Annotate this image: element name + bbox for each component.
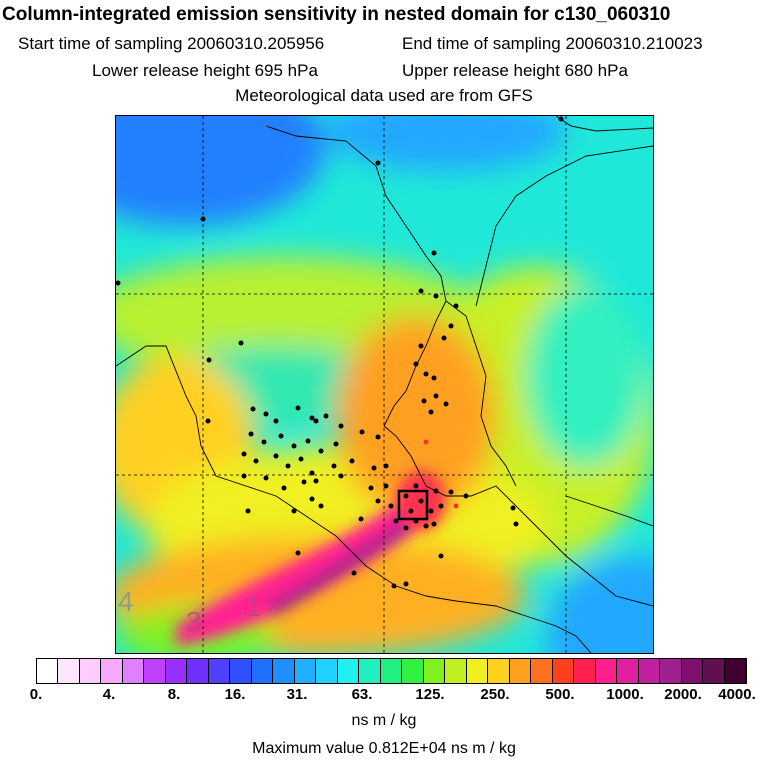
particle-markers [116, 116, 564, 589]
colorbar-cell [724, 659, 746, 683]
colorbar-cell [359, 659, 381, 683]
start-time-label: Start time of sampling [18, 34, 183, 53]
colorbar-cell [165, 659, 188, 683]
colorbar-cell [337, 659, 360, 683]
colorbar-cell [488, 659, 510, 683]
colorbar-tick: 0. [29, 686, 43, 703]
colorbar-cell [251, 659, 274, 683]
lower-height-value: 695 hPa [254, 61, 318, 80]
lower-height-line: Lower release height 695 hPa [92, 61, 318, 81]
colorbar-cell [552, 659, 575, 683]
colorbar-cell [531, 659, 553, 683]
colorbar-cell [79, 659, 102, 683]
max-value: 0.812E+04 ns m / kg [368, 740, 516, 757]
colorbar-tick: 16. [224, 686, 246, 703]
colorbar-tick: 4000. [718, 686, 756, 703]
sensitivity-map: 4 3 1 [115, 115, 654, 654]
colorbar-cell [380, 659, 403, 683]
colorbar-cell [466, 659, 489, 683]
colorbar-tick: 2000. [664, 686, 702, 703]
colorbar-cell [273, 659, 295, 683]
lower-height-label: Lower release height [92, 61, 250, 80]
colorbar-tick: 4. [102, 686, 116, 703]
highlight-marker [453, 503, 459, 509]
colorbar-cell [681, 659, 704, 683]
map-label-4: 4 [118, 586, 134, 617]
colorbar-cell [316, 659, 338, 683]
max-value-label: Maximum value [252, 740, 365, 757]
colorbar-cell [122, 659, 145, 683]
end-time-label: End time of sampling [402, 34, 561, 53]
map-label-3: 3 [186, 606, 202, 637]
colorbar [36, 658, 747, 684]
colorbar-cell [187, 659, 209, 683]
colorbar-tick: 1000. [606, 686, 644, 703]
colorbar-cell [58, 659, 80, 683]
release-box [397, 489, 429, 521]
field-orange-center [336, 316, 496, 516]
field-low-n [326, 116, 566, 171]
chart-title: Column-integrated emission sensitivity i… [2, 4, 671, 25]
colorbar-cell [595, 659, 618, 683]
start-time-value: 20060310.205956 [187, 34, 325, 53]
upper-height-line: Upper release height 680 hPa [402, 61, 628, 81]
colorbar-cell [617, 659, 639, 683]
max-value-line: Maximum value 0.812E+04 ns m / kg [0, 740, 768, 758]
field-east-teal [526, 286, 646, 466]
colorbar-units: ns m / kg [351, 712, 417, 729]
colorbar-cell [423, 659, 446, 683]
colorbar-cell [638, 659, 661, 683]
plume-core [266, 509, 426, 616]
colorbar-cell [703, 659, 725, 683]
colorbar-cell [37, 659, 59, 683]
start-time-line: Start time of sampling 20060310.205956 [18, 34, 324, 54]
map-svg: 4 3 1 [116, 116, 653, 653]
met-data-line: Meteorological data used are from GFS [235, 86, 533, 105]
colorbar-tick: 250. [480, 686, 510, 703]
colorbar-cell [509, 659, 532, 683]
end-time-value: 20060310.210023 [565, 34, 703, 53]
coastlines [116, 116, 653, 653]
colorbar-cell [144, 659, 166, 683]
colorbar-tick: 500. [545, 686, 575, 703]
colorbar-tick: 63. [351, 686, 373, 703]
highlight-marker-2 [423, 439, 429, 445]
upper-height-label: Upper release height [402, 61, 560, 80]
upper-height-value: 680 hPa [564, 61, 628, 80]
colorbar-cell [660, 659, 682, 683]
field-low-se [546, 556, 653, 653]
colorbar-cell [230, 659, 252, 683]
colorbar-cell [294, 659, 317, 683]
field-shading [116, 116, 653, 653]
colorbar-cell [402, 659, 424, 683]
colorbar-cell [101, 659, 123, 683]
colorbar-cell [208, 659, 231, 683]
colorbar-cell [445, 659, 467, 683]
colorbar-tick: 8. [167, 686, 181, 703]
colorbar-cell [574, 659, 596, 683]
field-low-nw [116, 116, 326, 226]
map-label-1: 1 [246, 591, 262, 622]
colorbar-tick: 31. [286, 686, 308, 703]
plume-magenta [176, 492, 446, 646]
end-time-line: End time of sampling 20060310.210023 [402, 34, 703, 54]
colorbar-tick: 125. [415, 686, 445, 703]
